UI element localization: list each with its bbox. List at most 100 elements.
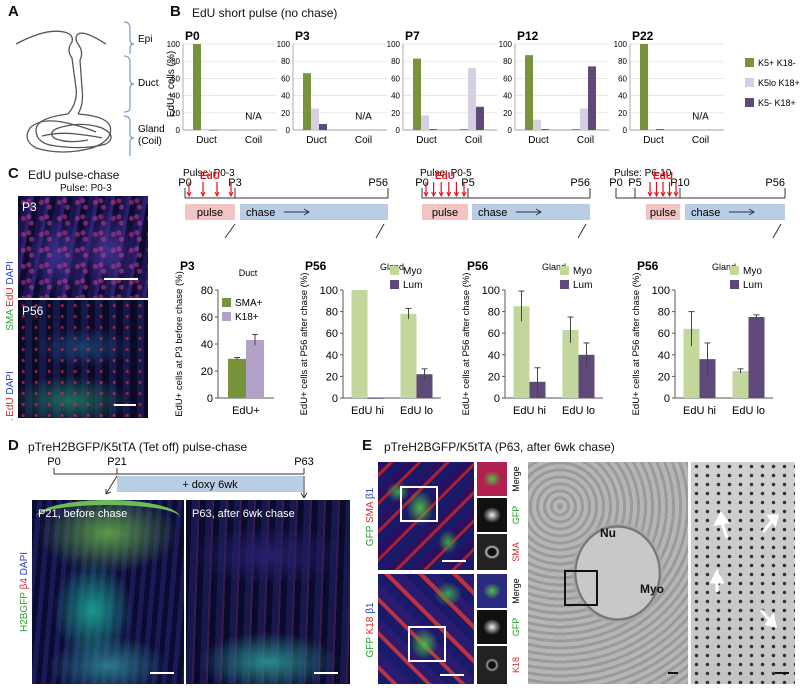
legend-label: K5- K18+	[758, 98, 796, 108]
scale-bar	[668, 672, 678, 674]
svg-text:GFP: GFP	[511, 618, 521, 637]
category-label: Duct	[528, 135, 549, 146]
panel-c-image-pulse: Pulse: P0-3	[60, 183, 112, 194]
tick-label: 60	[171, 74, 180, 83]
arrow-markers	[709, 511, 779, 629]
tick-label: 60	[503, 74, 512, 83]
label-nu: Nu	[600, 526, 616, 540]
timeline-tick-label: P56	[765, 177, 785, 189]
inset-gfp-top	[477, 498, 507, 532]
bar	[468, 68, 476, 130]
chase-arrowhead	[303, 208, 310, 216]
na-label: N/A	[692, 112, 709, 123]
edu-arrowhead	[673, 191, 679, 198]
tick-label: 80	[201, 285, 213, 297]
tick-label: 100	[499, 40, 513, 49]
gland-schematic: Epi Duct Gland (Coil)	[15, 21, 165, 156]
chart-title: P22	[632, 29, 654, 43]
tick-label: 40	[391, 92, 400, 101]
label-gland: Gland	[138, 124, 165, 135]
timeline-tick-label: P5	[628, 177, 641, 189]
inset-box	[400, 486, 438, 522]
chart-title: P56	[467, 259, 489, 273]
tick-label: 20	[171, 109, 180, 118]
tick-label: 80	[618, 57, 627, 66]
scale-bar	[775, 672, 789, 674]
tick-label: 60	[281, 74, 290, 83]
label-duct: Duct	[138, 78, 159, 89]
bar	[367, 398, 384, 399]
tick-label: 40	[281, 92, 290, 101]
bar	[648, 129, 656, 130]
scale-bar	[104, 278, 138, 280]
timeline-tick-label: P3	[228, 177, 241, 189]
svg-text:K18: K18	[511, 657, 521, 673]
chart-title: P3	[295, 29, 310, 43]
panel-e-title: pTreH2BGFP/K5tTA (P63, after 6wk chase)	[384, 440, 615, 454]
tick-label: 20	[503, 109, 512, 118]
category-label: Coil	[465, 135, 482, 146]
tick-label: 20	[618, 109, 627, 118]
micrograph-p21-label: P21, before chase	[38, 508, 128, 520]
y-axis-label: EdU+ cells at P56 after chase (%)	[299, 273, 310, 416]
legend-swatch	[390, 280, 399, 289]
category-label: Coil	[577, 135, 594, 146]
bar	[476, 106, 484, 130]
bar	[209, 130, 217, 131]
legend-label: Lum	[743, 280, 762, 291]
timeline-tick-label: P0	[609, 177, 622, 189]
micrograph-e-top	[378, 462, 474, 570]
pulse-bar	[185, 204, 235, 220]
y-axis-label: EdU+ cells at P56 after chase (%)	[631, 273, 642, 416]
inset-gfp-bottom	[477, 610, 507, 644]
pulse-label: pulse	[650, 207, 676, 219]
bar	[541, 129, 549, 130]
tick-label: 40	[201, 339, 213, 351]
legend-swatch	[730, 266, 739, 275]
edu-arrowhead	[214, 191, 220, 198]
legend-swatch	[222, 298, 231, 307]
category-label: EdU lo	[400, 405, 433, 417]
tick-label: 80	[488, 307, 500, 319]
inset-k18-bottom	[477, 646, 507, 684]
bar	[580, 108, 588, 130]
edu-arrowhead	[667, 191, 672, 198]
chase-label: chase	[246, 207, 275, 219]
inset-merge-bottom	[477, 574, 507, 608]
bar	[533, 119, 541, 130]
bar	[572, 129, 580, 130]
tick-label: 80	[658, 307, 670, 319]
edu-arrowhead	[647, 191, 653, 198]
micrograph-p56: P56	[18, 300, 148, 418]
panel-d-title: pTreH2BGFP/K5tTA (Tet off) pulse-chase	[28, 440, 248, 454]
electron-micrograph-zoom	[691, 462, 795, 684]
tick-label: 80	[391, 57, 400, 66]
stain-labels-d: H2BGFP β4 DAPI	[19, 552, 30, 632]
category-label: EdU hi	[513, 405, 546, 417]
tick-label: 80	[326, 307, 338, 319]
tick-label: 20	[201, 366, 213, 378]
inset-sma-top	[477, 534, 507, 570]
tick-label: 60	[391, 74, 400, 83]
svg-text:GFP SMA β1: GFP SMA β1	[365, 487, 376, 546]
scale-bar	[440, 674, 464, 676]
legend-swatch	[745, 58, 754, 67]
panel-letter-d: D	[8, 437, 19, 454]
legend-swatch	[560, 266, 569, 275]
label-myo: Myo	[640, 582, 664, 596]
scale-bar	[114, 404, 136, 406]
legend-swatch	[390, 266, 399, 275]
micrograph-p56-label: P56	[22, 304, 44, 318]
chart-title: P56	[305, 259, 327, 273]
bar	[246, 339, 264, 398]
legend-label: Myo	[743, 266, 762, 277]
legend-swatch	[745, 98, 754, 107]
pulse-label: pulse	[197, 207, 223, 219]
tick-label: 100	[167, 40, 181, 49]
legend-label: K5+ K18-	[758, 58, 796, 68]
legend-label: K5lo K18+	[758, 78, 800, 88]
y-axis-label: EdU+ cells at P3 before chase (%)	[174, 271, 185, 416]
edu-arrowhead	[453, 191, 459, 198]
label-coil: (Coil)	[138, 136, 162, 147]
micrograph-p3-label: P3	[22, 200, 37, 214]
